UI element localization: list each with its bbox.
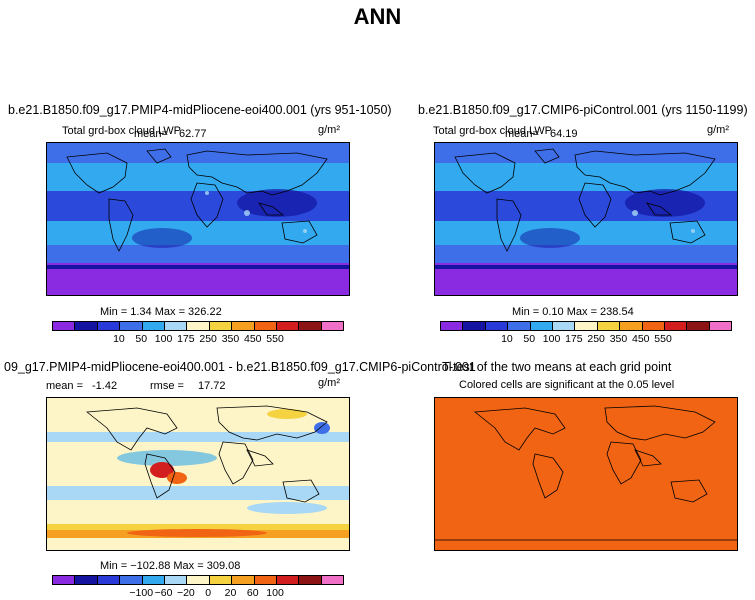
- panel2-title: b.e21.B1850.f09_g17.CMIP6-piControl.001 …: [418, 103, 748, 117]
- colorbar-swatch: [142, 576, 165, 584]
- colorbar-tick-label: 10: [113, 333, 125, 345]
- colorbar-tick-label: 50: [135, 333, 148, 345]
- colorbar-swatch: [254, 322, 277, 330]
- colorbar-tick-label: 450: [632, 333, 650, 345]
- colorbar-swatch: [209, 576, 233, 584]
- panel2-variable: Total grd-box cloud LWP: [433, 125, 553, 137]
- panel4-map: [434, 397, 738, 551]
- colorbar-swatch: [120, 322, 143, 330]
- colorbar-tick-label: 550: [266, 333, 284, 345]
- panel1-mean-label: mean=: [134, 128, 168, 140]
- panel2-mean-label: mean=: [505, 128, 539, 140]
- panel3-rmse-label: rmse =: [150, 380, 184, 392]
- panel1-colorbar: [52, 321, 344, 331]
- panel2-colorbar: [440, 321, 732, 331]
- colorbar-tick-label: 60: [246, 587, 259, 599]
- colorbar-swatch: [254, 576, 277, 584]
- colorbar-tick-label: 550: [654, 333, 672, 345]
- colorbar-swatch: [97, 576, 121, 584]
- panel2-map: [434, 142, 738, 296]
- colorbar-swatch: [97, 322, 121, 330]
- colorbar-swatch: [687, 322, 710, 330]
- colorbar-tick-label: 175: [565, 333, 583, 345]
- colorbar-swatch: [664, 322, 688, 330]
- colorbar-tick-label: −60: [154, 587, 173, 599]
- panel3-minmax: Min = −102.88 Max = 309.08: [100, 560, 241, 572]
- colorbar-swatch: [164, 322, 188, 330]
- panel3-mean-label: mean =: [46, 380, 83, 392]
- panel1-variable: Total grd-box cloud LWP: [62, 125, 182, 137]
- colorbar-swatch: [552, 322, 576, 330]
- panel3-mean-value: -1.42: [92, 380, 118, 392]
- colorbar-swatch: [142, 322, 165, 330]
- page-title: ANN: [353, 4, 402, 29]
- colorbar-swatch: [299, 322, 322, 330]
- colorbar-tick-label: 100: [154, 333, 173, 345]
- colorbar-swatch: [209, 322, 233, 330]
- colorbar-tick-label: 250: [587, 333, 605, 345]
- colorbar-tick-label: 450: [244, 333, 262, 345]
- colorbar-tick-label: 20: [224, 587, 237, 599]
- panel1-units: g/m²: [318, 124, 340, 136]
- panel3-map: [46, 397, 350, 551]
- colorbar-swatch: [321, 322, 344, 330]
- colorbar-swatch: [463, 322, 486, 330]
- colorbar-swatch: [597, 322, 621, 330]
- colorbar-swatch: [299, 576, 322, 584]
- colorbar-swatch: [276, 576, 300, 584]
- panel3-units: g/m²: [318, 377, 340, 389]
- colorbar-swatch: [530, 322, 553, 330]
- colorbar-swatch: [485, 322, 509, 330]
- colorbar-tick-label: 0: [205, 587, 212, 599]
- panel2-colorbar-ticks: 10 50 100 175 250 350 450 550: [440, 333, 730, 345]
- panel2-mean-value: 64.19: [550, 128, 578, 140]
- colorbar-swatch: [187, 322, 210, 330]
- panel4-title: T-test of the two means at each grid poi…: [442, 360, 672, 374]
- colorbar-swatch: [120, 576, 143, 584]
- panel3-rmse-value: 17.72: [198, 380, 226, 392]
- colorbar-tick-label: 175: [177, 333, 195, 345]
- colorbar-tick-label: 350: [221, 333, 240, 345]
- colorbar-swatch: [508, 322, 531, 330]
- panel3-title: 09_g17.PMIP4-midPliocene-eoi400.001 - b.…: [4, 360, 476, 374]
- colorbar-swatch: [75, 322, 98, 330]
- colorbar-tick-label: −20: [176, 587, 195, 599]
- panel1-title: b.e21.B1850.f09_g17.PMIP4-midPliocene-eo…: [8, 103, 392, 117]
- colorbar-tick-label: 100: [542, 333, 561, 345]
- colorbar-swatch: [53, 322, 76, 330]
- colorbar-swatch: [642, 322, 665, 330]
- panel2-units: g/m²: [707, 124, 729, 136]
- colorbar-tick-label: 50: [523, 333, 536, 345]
- panel3-colorbar-ticks: −100 −60 −20 0 20 60 100: [52, 587, 342, 599]
- colorbar-swatch: [53, 576, 76, 584]
- colorbar-swatch: [232, 322, 255, 330]
- colorbar-swatch: [276, 322, 300, 330]
- panel3-colorbar: [52, 575, 344, 585]
- panel2-minmax: Min = 0.10 Max = 238.54: [512, 306, 634, 318]
- panel4-subtitle: Colored cells are significant at the 0.0…: [459, 379, 675, 391]
- colorbar-swatch: [575, 322, 598, 330]
- colorbar-swatch: [75, 576, 98, 584]
- panel1-mean-value: 62.77: [179, 128, 207, 140]
- colorbar-swatch: [187, 576, 210, 584]
- colorbar-swatch: [709, 322, 732, 330]
- colorbar-swatch: [164, 576, 188, 584]
- colorbar-tick-label: −100: [129, 587, 154, 599]
- colorbar-swatch: [321, 576, 344, 584]
- panel1-colorbar-ticks: 10 50 100 175 250 350 450 550: [52, 333, 342, 345]
- colorbar-swatch: [441, 322, 464, 330]
- colorbar-swatch: [232, 576, 255, 584]
- colorbar-tick-label: 10: [501, 333, 513, 345]
- colorbar-tick-label: 350: [609, 333, 628, 345]
- colorbar-tick-label: 250: [199, 333, 217, 345]
- colorbar-tick-label: 100: [266, 587, 284, 599]
- panel1-map: [46, 142, 350, 296]
- panel1-minmax: Min = 1.34 Max = 326.22: [100, 306, 222, 318]
- colorbar-swatch: [620, 322, 643, 330]
